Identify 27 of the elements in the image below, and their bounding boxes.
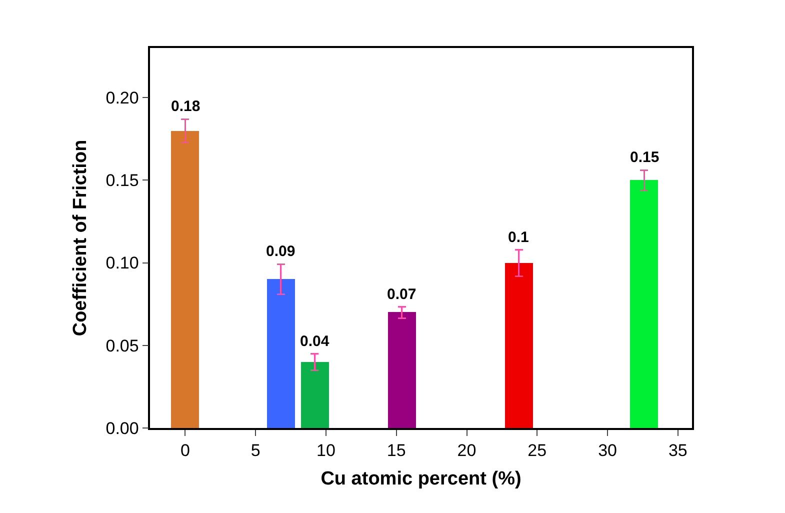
bar: [267, 279, 295, 428]
x-tick-label: 0: [180, 441, 190, 460]
y-tick-label: 0.05: [106, 336, 139, 356]
y-tick-label: 0.15: [106, 171, 139, 190]
x-tick-label: 30: [598, 441, 617, 460]
x-tick-label: 35: [668, 441, 688, 460]
y-axis-title: Coefficient of Friction: [70, 140, 92, 336]
x-tick-label: 10: [316, 441, 336, 460]
data-label: 0.18: [171, 98, 200, 115]
data-label: 0.07: [387, 286, 416, 303]
bar: [171, 131, 199, 428]
bar: [630, 180, 658, 428]
data-label: 0.1: [508, 229, 529, 246]
x-tick-label: 20: [457, 441, 476, 460]
y-tick-label: 0.10: [106, 254, 139, 273]
bar: [388, 312, 416, 428]
x-axis-title: Cu atomic percent (%): [320, 468, 522, 490]
x-tick-label: 25: [528, 441, 547, 460]
x-tick-label: 5: [250, 441, 260, 460]
data-label: 0.15: [630, 149, 660, 166]
data-label: 0.04: [300, 333, 330, 350]
data-label: 0.09: [266, 243, 296, 260]
bar: [505, 263, 533, 428]
x-tick-label: 15: [386, 441, 406, 460]
y-tick-label: 0.20: [106, 88, 139, 108]
y-tick-label: 0.00: [106, 418, 139, 438]
bar: [301, 362, 329, 428]
